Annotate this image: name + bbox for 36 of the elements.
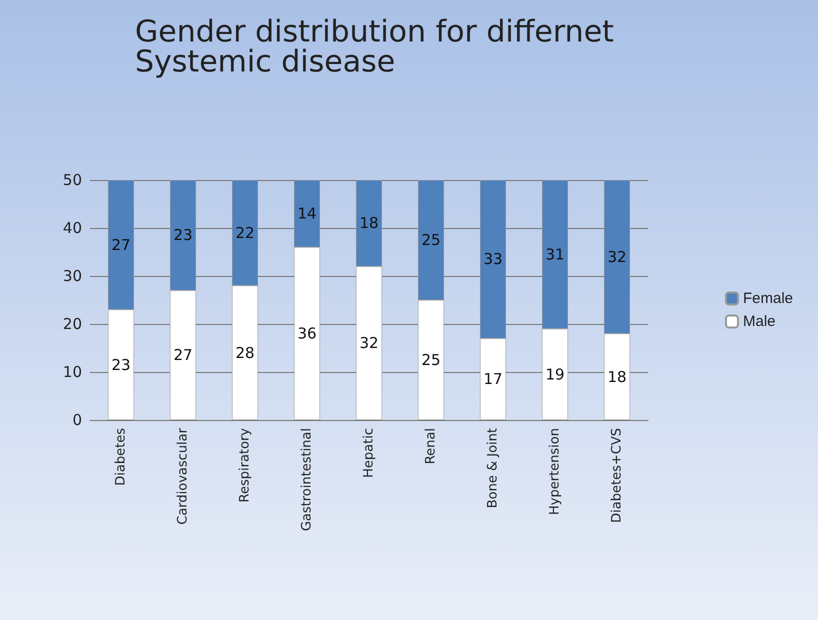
data-label: 31 xyxy=(545,245,565,264)
data-label: 17 xyxy=(483,370,503,388)
data-label: 19 xyxy=(545,365,565,384)
data-label: 33 xyxy=(483,250,503,268)
data-label: 18 xyxy=(359,214,379,232)
data-label: 22 xyxy=(235,224,255,242)
chart-title: Gender distribution for differnet Systemic disease xyxy=(135,14,624,80)
x-tick-label: Respiratory xyxy=(238,428,252,502)
data-label: 23 xyxy=(111,356,131,374)
x-tick-label: Diabetes+CVS xyxy=(610,428,624,523)
y-tick-label: 50 xyxy=(62,171,82,189)
data-label: 27 xyxy=(111,236,131,254)
data-label: 25 xyxy=(421,351,441,369)
y-tick-label: 40 xyxy=(62,219,82,237)
y-tick-label: 30 xyxy=(62,267,82,285)
y-tick-label: 0 xyxy=(72,411,82,429)
data-label: 18 xyxy=(607,368,627,386)
y-tick-label: 20 xyxy=(62,315,82,333)
x-tick-label: Hypertension xyxy=(548,428,562,515)
data-label: 25 xyxy=(421,231,441,249)
legend-label: Female xyxy=(742,290,794,307)
x-tick-label: Bone & Joint xyxy=(486,428,500,508)
x-tick-label: Gastrointestinal xyxy=(300,428,314,532)
data-label: 36 xyxy=(297,324,317,343)
x-tick-label: Diabetes xyxy=(114,428,128,486)
data-label: 27 xyxy=(173,346,193,364)
data-label: 28 xyxy=(235,344,255,362)
x-tick-label: Hepatic xyxy=(362,428,376,478)
data-label: 23 xyxy=(173,226,193,244)
data-label: 14 xyxy=(297,204,317,223)
x-tick-label: Cardiovascular xyxy=(176,427,190,525)
data-label: 32 xyxy=(359,334,379,352)
data-label: 32 xyxy=(607,248,627,266)
legend-label: Male xyxy=(742,313,776,330)
x-tick-label: Renal xyxy=(424,428,438,464)
y-tick-label: 10 xyxy=(62,363,82,381)
